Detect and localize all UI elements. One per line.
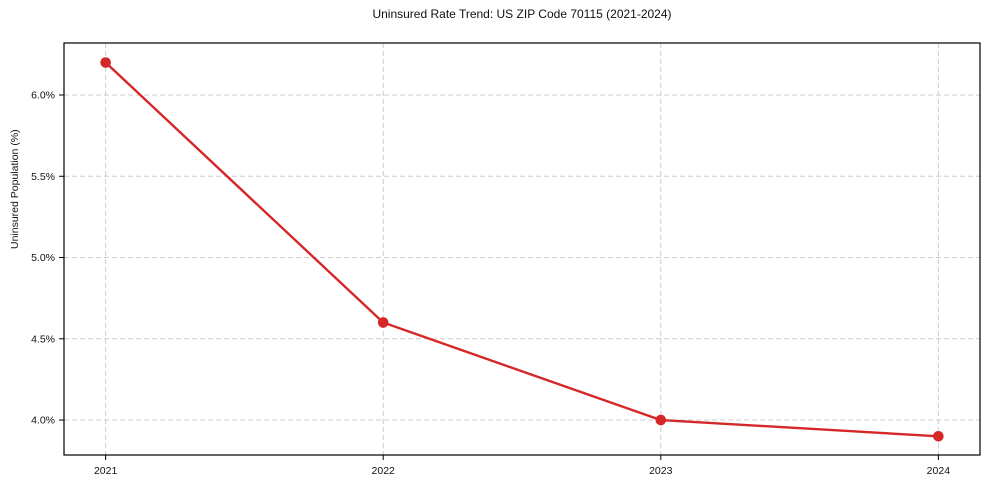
y-tick-label: 5.0% [31, 252, 55, 264]
x-tick-label: 2022 [372, 465, 396, 477]
trend-line [104, 61, 940, 438]
gridlines [64, 43, 980, 455]
data-point-2022 [377, 317, 389, 328]
y-tick-label: 4.5% [31, 333, 55, 345]
y-tick-label: 4.0% [31, 415, 55, 427]
x-tick-label: 2023 [649, 465, 673, 477]
x-tick-label: 2021 [94, 465, 118, 477]
data-series [100, 57, 944, 442]
data-point-2024 [933, 431, 944, 442]
chart-title: Uninsured Rate Trend: US ZIP Code 70115 … [372, 7, 672, 21]
data-point-2021 [100, 57, 111, 68]
y-tick-label: 6.0% [31, 90, 55, 102]
axes: 4.0% 4.5% 5.0% 5.5% 6.0% 2021 2022 2023 2024 [31, 42, 981, 477]
x-tick-label: 2024 [927, 465, 951, 477]
data-point-2023 [655, 414, 667, 426]
y-tick-label: 5.5% [31, 171, 55, 183]
plot-area-border [63, 42, 981, 456]
